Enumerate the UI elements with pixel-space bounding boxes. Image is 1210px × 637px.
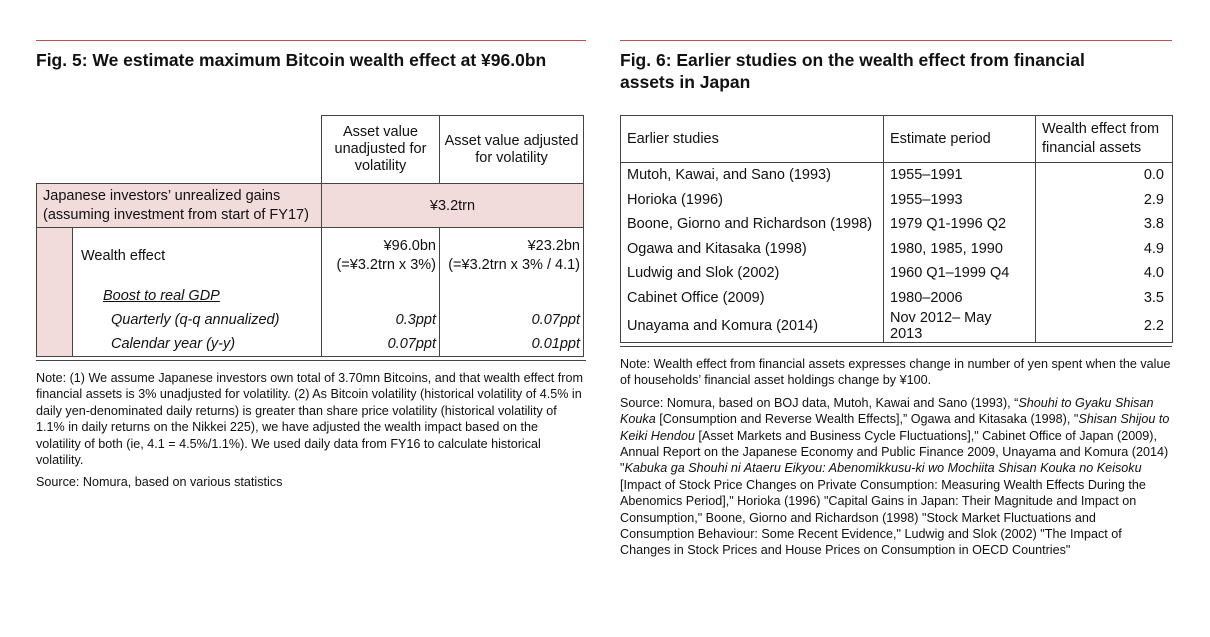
- fig6-effect: 3.8: [1035, 212, 1173, 237]
- fig6-period: 1960 Q1–1999 Q4: [883, 261, 1036, 286]
- fig6-period: 1980, 1985, 1990: [883, 236, 1036, 261]
- fig5-calendar-row: Calendar year (y-y) 0.07ppt 0.01ppt: [37, 332, 584, 357]
- table-row: Mutoh, Kawai, and Sano (1993) 1955–1991 …: [620, 162, 1173, 188]
- fig5-source: Source: Nomura, based on various statist…: [36, 475, 283, 490]
- fig6-effect: 2.2: [1035, 310, 1173, 343]
- fig6-study: Ogawa and Kitasaka (1998): [620, 236, 884, 261]
- fig6-period: Nov 2012– May 2013: [883, 310, 1036, 343]
- fig5-boost-row: Boost to real GDP: [37, 283, 584, 308]
- fig6-header-study: Earlier studies: [620, 115, 884, 163]
- fig6-effect: 4.0: [1035, 261, 1173, 286]
- fig6-notes: Note: Wealth effect from financial asset…: [620, 356, 1172, 565]
- fig6-source: Source: Nomura, based on BOJ data, Mutoh…: [620, 395, 1170, 558]
- fig6-table: Earlier studies Estimate period Wealth e…: [620, 115, 1173, 343]
- fig5-col1-header: Asset value unadjusted for volatility: [321, 115, 440, 184]
- fig5-quarterly-label: Quarterly (q-q annualized): [72, 307, 322, 333]
- table-row: Cabinet Office (2009) 1980–2006 3.5: [620, 285, 1173, 310]
- fig5-col2-header: Asset value adjusted for volatility: [439, 115, 584, 184]
- fig5-gains-row: Japanese investors’ unrealized gains (as…: [36, 183, 584, 228]
- fig5-quarterly-adj: 0.07ppt: [439, 307, 584, 333]
- fig5-wealth-row: Wealth effect ¥96.0bn (=¥3.2trn x 3%) ¥2…: [36, 227, 584, 357]
- fig6-study: Unayama and Komura (2014): [620, 310, 884, 343]
- table-row: Boone, Giorno and Richardson (1998) 1979…: [620, 212, 1173, 237]
- fig5-table: Asset value unadjusted for volatility As…: [36, 115, 584, 357]
- fig6-study: Mutoh, Kawai, and Sano (1993): [620, 162, 884, 188]
- fig5-quarterly-row: Quarterly (q-q annualized) 0.3ppt 0.07pp…: [37, 307, 584, 333]
- fig5-wealth-label: Wealth effect: [72, 227, 322, 284]
- fig6-effect: 4.9: [1035, 236, 1173, 261]
- table-row: Ogawa and Kitasaka (1998) 1980, 1985, 19…: [620, 236, 1173, 261]
- fig6-study: Ludwig and Slok (2002): [620, 261, 884, 286]
- fig6-header-period: Estimate period: [883, 115, 1036, 163]
- fig5-calendar-label: Calendar year (y-y): [72, 332, 322, 357]
- fig5-notes: Note: (1) We assume Japanese investors o…: [36, 370, 584, 497]
- fig5-wealth-unadj: ¥96.0bn (=¥3.2trn x 3%): [321, 227, 440, 284]
- fig5-title: Fig. 5: We estimate maximum Bitcoin weal…: [36, 50, 547, 70]
- fig5-header-row: Asset value unadjusted for volatility As…: [37, 115, 584, 184]
- fig5-gains-label: Japanese investors’ unrealized gains (as…: [36, 183, 322, 228]
- fig6-note-rule: [620, 346, 1172, 347]
- fig5-wealth-adj: ¥23.2bn (=¥3.2trn x 3% / 4.1): [439, 227, 584, 284]
- fig6-title: Fig. 6: Earlier studies on the wealth ef…: [620, 50, 1085, 92]
- fig6-period: 1979 Q1-1996 Q2: [883, 212, 1036, 237]
- fig6-study: Boone, Giorno and Richardson (1998): [620, 212, 884, 237]
- fig6-effect: 2.9: [1035, 187, 1173, 212]
- fig6-header-row: Earlier studies Estimate period Wealth e…: [620, 115, 1173, 163]
- table-row: Ludwig and Slok (2002) 1960 Q1–1999 Q4 4…: [620, 261, 1173, 286]
- fig5-calendar-unadj: 0.07ppt: [321, 332, 440, 357]
- fig5-gains-value: ¥3.2trn: [321, 183, 584, 228]
- fig6-study: Cabinet Office (2009): [620, 285, 884, 310]
- fig6-effect: 0.0: [1035, 162, 1173, 188]
- fig6-note: Note: Wealth effect from financial asset…: [620, 357, 1171, 388]
- fig5-top-rule: [36, 40, 586, 41]
- table-row: Horioka (1996) 1955–1993 2.9: [620, 187, 1173, 212]
- fig5-quarterly-unadj: 0.3ppt: [321, 307, 440, 333]
- fig6-effect: 3.5: [1035, 285, 1173, 310]
- fig6-period: 1955–1991: [883, 162, 1036, 188]
- fig6-period: 1980–2006: [883, 285, 1036, 310]
- fig6-study: Horioka (1996): [620, 187, 884, 212]
- fig5-calendar-adj: 0.01ppt: [439, 332, 584, 357]
- fig5-indent-band: [36, 227, 73, 357]
- fig6-period: 1955–1993: [883, 187, 1036, 212]
- fig5-note: Note: (1) We assume Japanese investors o…: [36, 371, 583, 468]
- fig6-header-effect: Wealth effect from financial assets: [1035, 115, 1173, 163]
- fig5-note-rule: [36, 360, 586, 361]
- table-row: Unayama and Komura (2014) Nov 2012– May …: [620, 310, 1173, 343]
- fig5-boost-label: Boost to real GDP: [103, 287, 220, 304]
- fig6-top-rule: [620, 40, 1172, 41]
